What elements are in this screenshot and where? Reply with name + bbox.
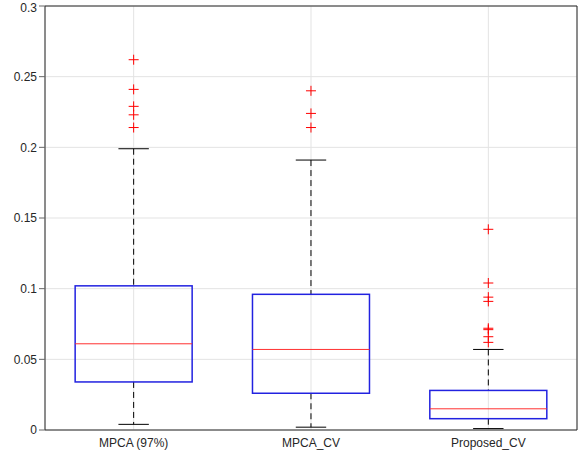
svg-text:Proposed_CV: Proposed_CV (451, 436, 526, 450)
svg-text:0.3: 0.3 (20, 1, 37, 15)
svg-text:MPCA_CV: MPCA_CV (282, 436, 340, 450)
svg-text:0.15: 0.15 (14, 211, 38, 225)
svg-text:0.25: 0.25 (14, 70, 38, 84)
svg-text:0.05: 0.05 (14, 353, 38, 367)
svg-text:0.2: 0.2 (20, 141, 37, 155)
svg-text:0: 0 (30, 423, 37, 437)
svg-text:0.1: 0.1 (20, 282, 37, 296)
svg-text:MPCA (97%): MPCA (97%) (99, 436, 168, 450)
